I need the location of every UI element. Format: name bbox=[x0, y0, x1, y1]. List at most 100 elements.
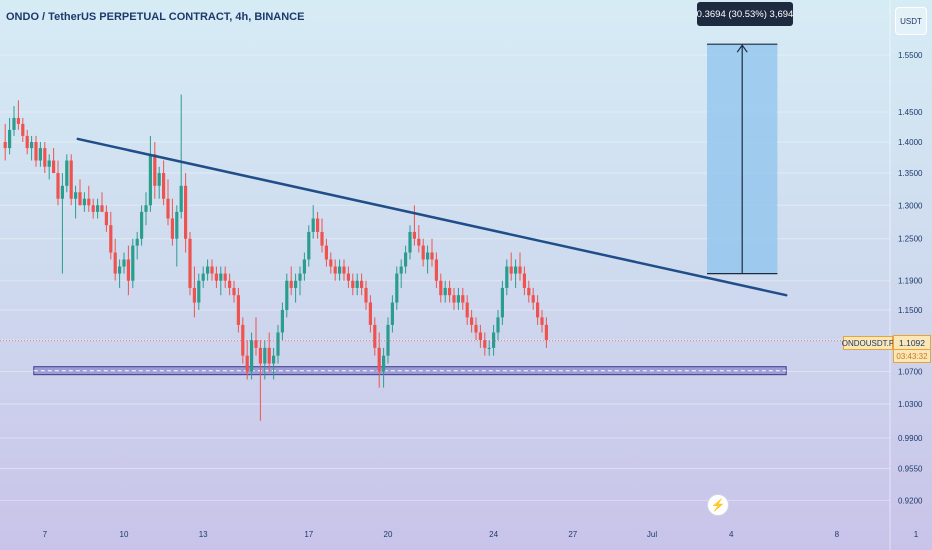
candle-body bbox=[426, 252, 430, 260]
candle-body bbox=[206, 266, 210, 274]
candle-body bbox=[126, 259, 130, 281]
target-measure-layer bbox=[707, 43, 778, 275]
price-tick-label: 1.3500 bbox=[898, 169, 923, 178]
candle-body bbox=[294, 280, 298, 288]
candle-body bbox=[263, 347, 267, 364]
candle-body bbox=[496, 317, 500, 333]
candle-body bbox=[65, 160, 69, 186]
current-price-value: 1.1092 bbox=[893, 335, 931, 349]
candle-body bbox=[254, 340, 258, 348]
candle-body bbox=[104, 211, 108, 226]
candle-body bbox=[69, 160, 73, 199]
price-axis: 0.92000.95500.99001.03001.07001.11001.15… bbox=[889, 0, 923, 550]
candle-body bbox=[470, 317, 474, 325]
candle-body bbox=[527, 287, 531, 296]
price-tick-label: 1.4500 bbox=[898, 108, 923, 117]
candle-body bbox=[434, 259, 438, 281]
candle-body bbox=[474, 324, 478, 333]
price-tick-label: 1.1500 bbox=[898, 306, 923, 315]
candle-body bbox=[408, 231, 412, 253]
candle-body bbox=[60, 185, 64, 199]
candle-body bbox=[228, 280, 232, 288]
candle-body bbox=[320, 231, 324, 246]
time-axis: 7 10 13 17 20 24 27 Jul 4 8 1 bbox=[43, 530, 919, 539]
candle-body bbox=[390, 302, 394, 325]
time-tick-label: 13 bbox=[199, 530, 208, 539]
candle-body bbox=[170, 218, 174, 239]
candle-body bbox=[214, 273, 218, 281]
current-price-box: 1.1092 03:43:32 bbox=[893, 335, 931, 363]
candle-body bbox=[333, 266, 337, 274]
candle-body bbox=[157, 173, 161, 186]
candle-body bbox=[342, 266, 346, 274]
candle-body bbox=[12, 117, 16, 130]
candle-body bbox=[439, 280, 443, 296]
candle-body bbox=[25, 135, 29, 149]
candle-body bbox=[201, 273, 205, 281]
candle-body bbox=[38, 148, 42, 161]
candle-body bbox=[153, 154, 157, 186]
candle-body bbox=[355, 280, 359, 288]
candle-body bbox=[285, 280, 289, 310]
candle-body bbox=[298, 273, 302, 281]
candle-body bbox=[118, 266, 122, 274]
candle-body bbox=[223, 273, 227, 281]
candle-body bbox=[364, 287, 368, 303]
candle-body bbox=[382, 355, 386, 372]
candle-body bbox=[184, 185, 188, 239]
price-tick-label: 1.1900 bbox=[898, 277, 923, 286]
candle-body bbox=[245, 355, 249, 372]
candle-body bbox=[404, 252, 408, 267]
candle-body bbox=[448, 287, 452, 296]
candle-body bbox=[236, 295, 240, 325]
candle-body bbox=[219, 273, 223, 281]
candle-body bbox=[52, 160, 56, 174]
time-tick-label: 17 bbox=[304, 530, 313, 539]
candle-body bbox=[144, 205, 148, 212]
candle-body bbox=[509, 266, 513, 274]
candle-body bbox=[386, 324, 390, 356]
candle-body bbox=[412, 231, 416, 239]
candle-body bbox=[540, 317, 544, 325]
candle-body bbox=[78, 192, 82, 206]
candle-body bbox=[241, 324, 245, 356]
candle-body bbox=[43, 148, 47, 167]
candle-body bbox=[544, 324, 548, 341]
candle-body bbox=[16, 117, 20, 124]
time-tick-label: 4 bbox=[729, 530, 734, 539]
candle-body bbox=[487, 347, 491, 349]
candle-body bbox=[311, 218, 315, 232]
candle-body bbox=[276, 332, 280, 356]
candle-body bbox=[175, 211, 179, 239]
candle-body bbox=[188, 238, 192, 288]
price-tick-label: 1.5500 bbox=[898, 51, 923, 60]
candle-body bbox=[8, 129, 12, 149]
candle-body bbox=[465, 302, 469, 318]
price-tick-label: 0.9550 bbox=[898, 465, 923, 474]
candle-body bbox=[430, 252, 434, 260]
price-tick-label: 1.0300 bbox=[898, 400, 923, 409]
candle-body bbox=[135, 238, 139, 246]
candle-body bbox=[324, 245, 328, 260]
candle-body bbox=[399, 266, 403, 274]
time-tick-label: 7 bbox=[43, 530, 48, 539]
time-tick-label: 1 bbox=[914, 530, 919, 539]
candle-body bbox=[47, 160, 51, 167]
candle-body bbox=[258, 347, 262, 364]
candle-body bbox=[100, 205, 104, 212]
candle-body bbox=[443, 287, 447, 296]
lightning-icon[interactable]: ⚡ bbox=[707, 494, 729, 516]
trendline-layer bbox=[76, 137, 788, 297]
candle-body bbox=[21, 123, 25, 136]
price-tick-label: 1.4000 bbox=[898, 138, 923, 147]
symbol-price-label: ONDOUSDT.P bbox=[842, 336, 894, 350]
candle-body bbox=[461, 295, 465, 303]
time-tick-label: 8 bbox=[835, 530, 840, 539]
candle-body bbox=[289, 280, 293, 288]
currency-badge[interactable]: USDT bbox=[895, 7, 927, 35]
candle-body bbox=[505, 266, 509, 288]
candle-body bbox=[280, 309, 284, 333]
candles-layer bbox=[3, 94, 548, 421]
